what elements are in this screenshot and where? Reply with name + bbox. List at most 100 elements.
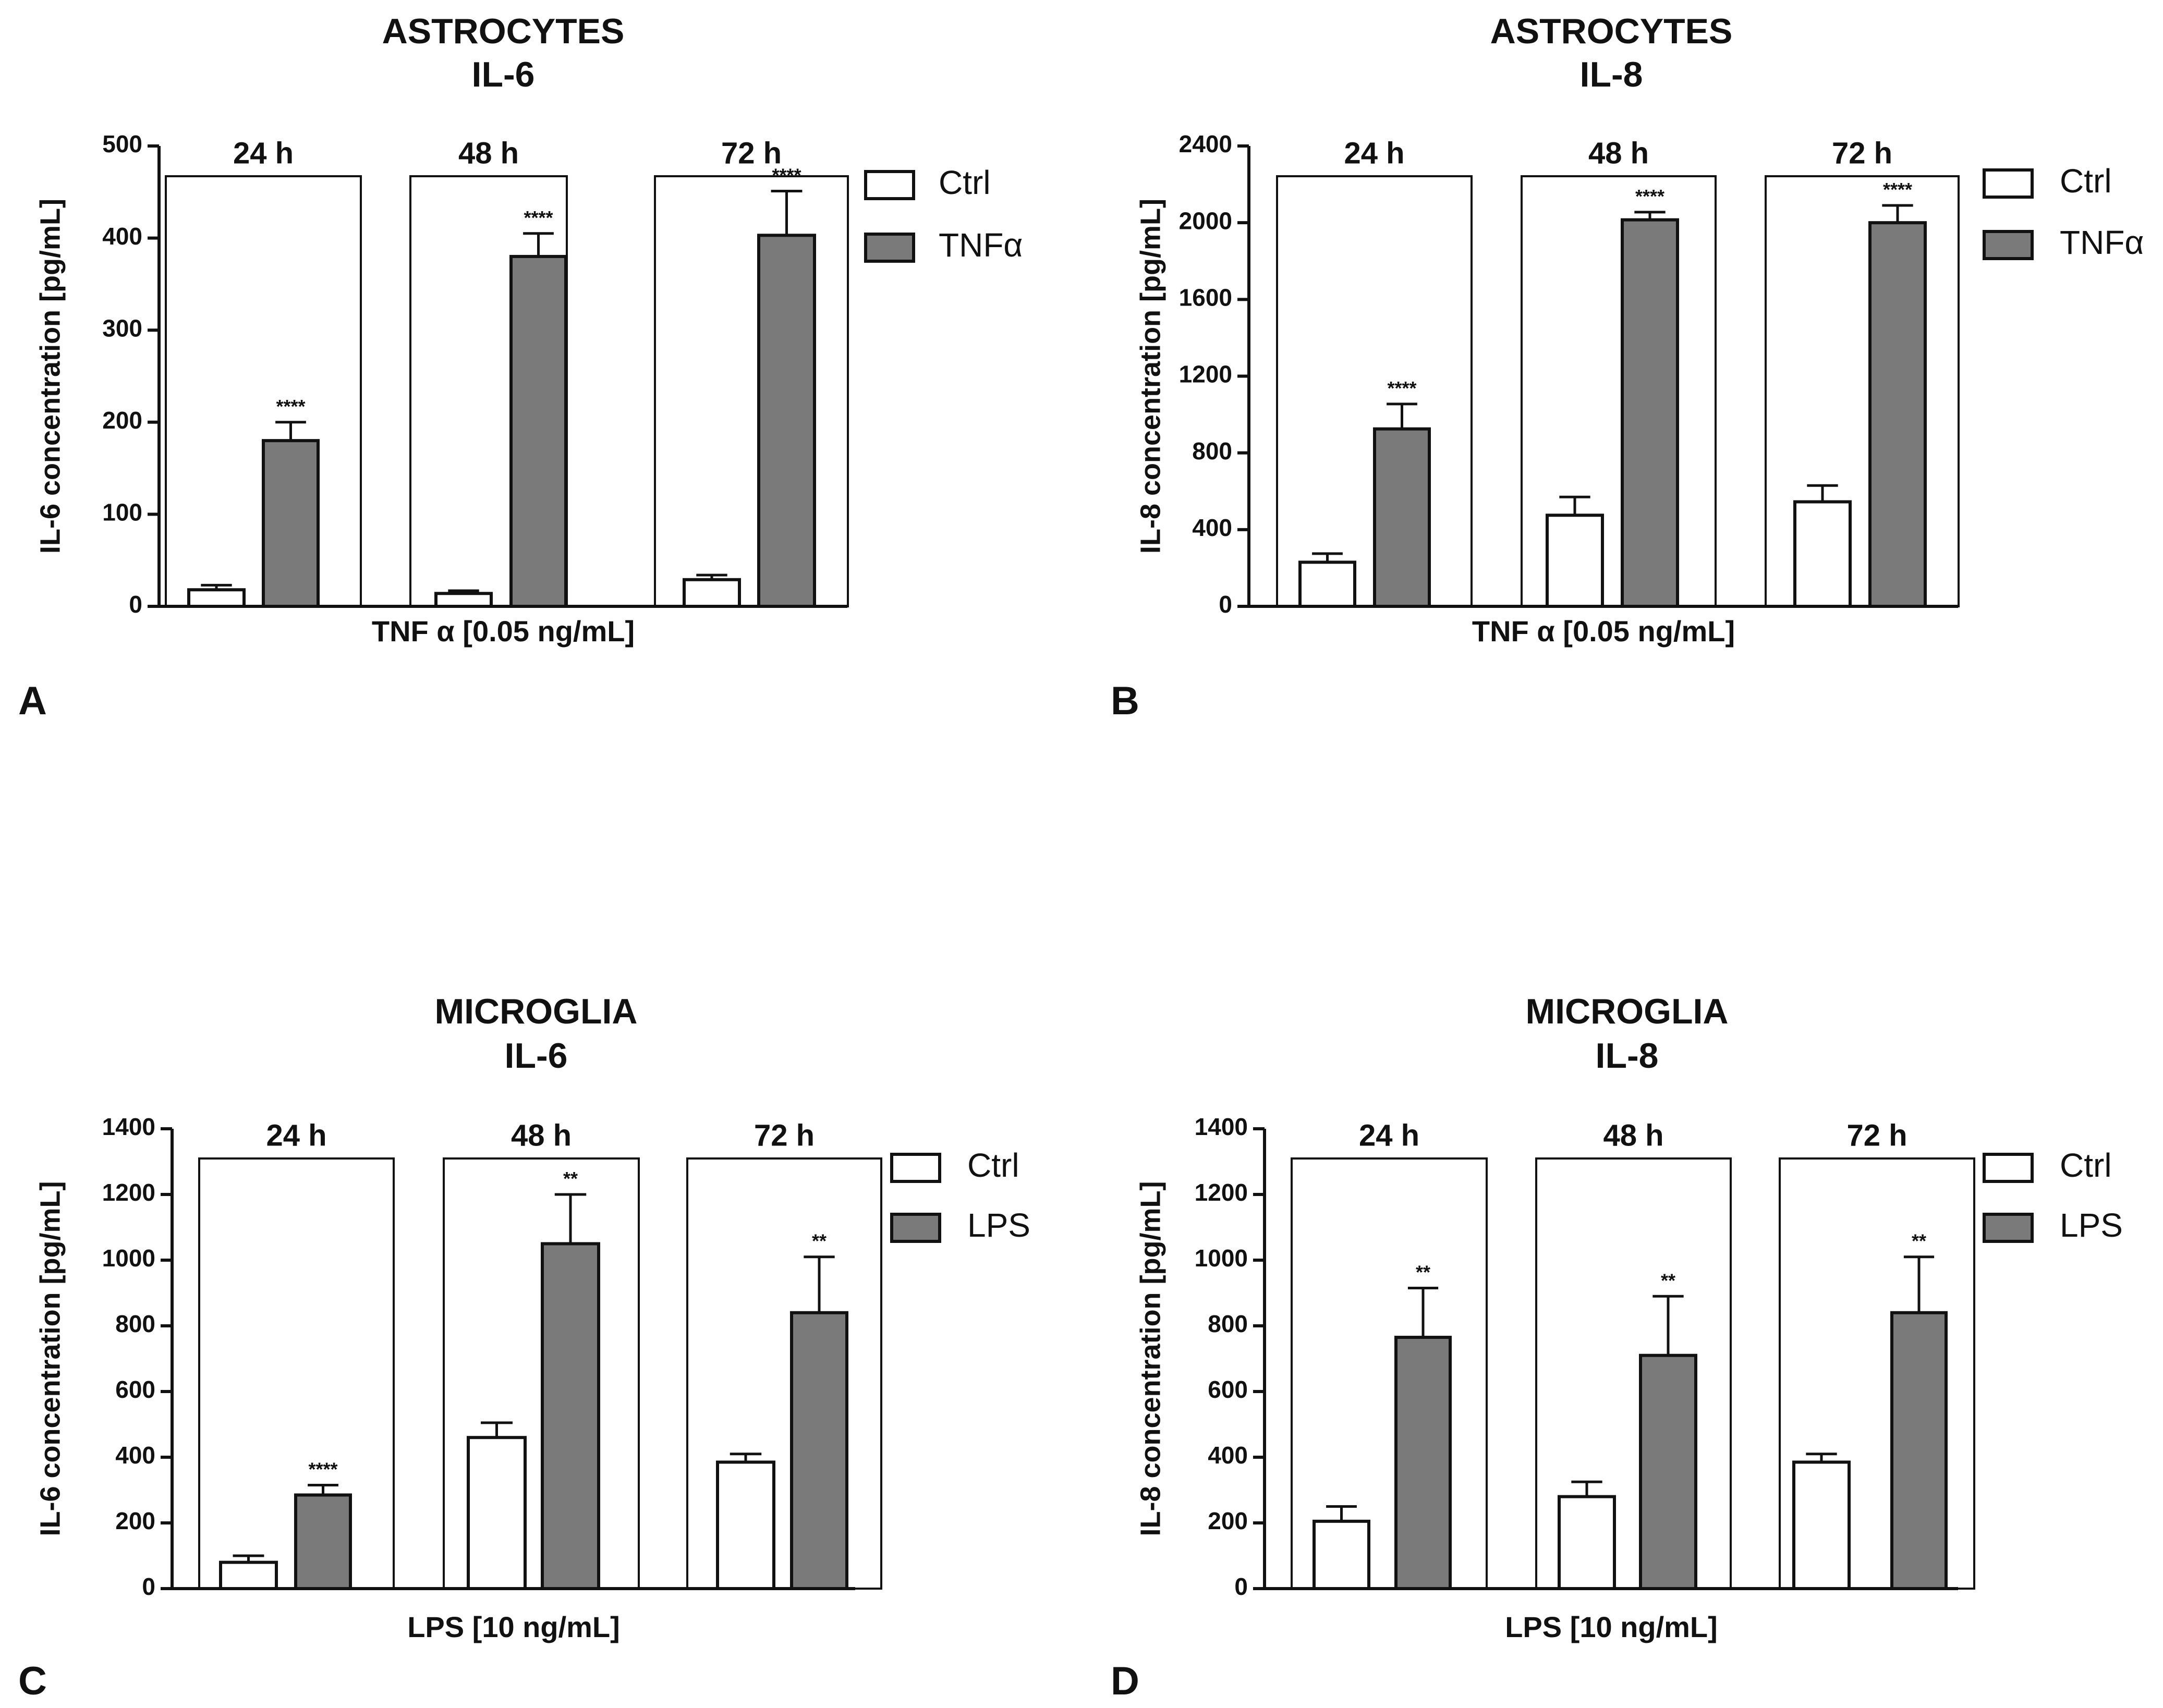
bar-ctrl: [1298, 560, 1356, 608]
significance-label: ****: [308, 1459, 337, 1480]
y-tick-label: 1200: [1195, 1179, 1248, 1206]
significance-label: ****: [1387, 377, 1416, 399]
y-tick-label: 0: [129, 591, 142, 618]
legend-swatch-ctrl: [1983, 1153, 2034, 1183]
chart-title: IL-6: [472, 55, 535, 94]
y-tick-label: 200: [102, 407, 142, 434]
chart-title: MICROGLIA: [434, 992, 637, 1031]
y-tick-label: 400: [1192, 514, 1232, 541]
y-tick-label: 800: [1208, 1310, 1248, 1337]
legend-swatch-treated: [864, 233, 915, 263]
significance-label: **: [1912, 1230, 1926, 1252]
bar-ctrl: [1558, 1495, 1616, 1591]
group-label: 48 h: [458, 136, 519, 170]
chart-title: IL-8: [1580, 55, 1643, 94]
y-tick-label: 1200: [1179, 361, 1232, 388]
x-axis-label: TNF α [0.05 ng/mL]: [372, 615, 635, 648]
y-tick-label: 1600: [1179, 284, 1232, 311]
significance-label: **: [1416, 1262, 1430, 1283]
panel-label: D: [1111, 1659, 1139, 1703]
group-label: 24 h: [1344, 136, 1404, 170]
y-tick-label: 400: [115, 1442, 155, 1469]
y-tick-label: 2400: [1179, 130, 1232, 157]
panel-label: A: [18, 679, 47, 723]
significance-label: **: [812, 1230, 827, 1252]
group-label: 72 h: [1832, 136, 1892, 170]
bar-ctrl: [683, 578, 741, 608]
bar-treated: [509, 254, 567, 608]
y-axis-label: IL-6 concentration [pg/mL]: [34, 1181, 66, 1536]
bar-treated: [1890, 1311, 1948, 1591]
y-tick-label: 0: [1234, 1573, 1248, 1600]
legend-swatch-ctrl: [1983, 168, 2034, 199]
bar-ctrl: [187, 588, 246, 608]
chart-title: ASTROCYTES: [1490, 11, 1733, 51]
bar-ctrl: [1792, 1460, 1851, 1590]
bar-ctrl: [1793, 500, 1852, 608]
y-tick-label: 200: [1208, 1507, 1248, 1534]
significance-label: ****: [1635, 186, 1664, 207]
y-tick-label: 300: [102, 314, 142, 341]
bar-treated: [1868, 221, 1927, 608]
panel-label: C: [18, 1659, 47, 1703]
legend-label: LPS: [2060, 1206, 2123, 1244]
legend-label: Ctrl: [2060, 1146, 2112, 1184]
legend-label: Ctrl: [2060, 162, 2112, 200]
y-tick-label: 1400: [1195, 1113, 1248, 1140]
y-tick-label: 600: [115, 1376, 155, 1403]
legend-swatch-ctrl: [890, 1153, 941, 1183]
bar-treated: [1639, 1353, 1697, 1590]
group-frame: [654, 175, 849, 607]
bar-ctrl: [219, 1560, 278, 1591]
y-tick-label: 1000: [102, 1245, 155, 1272]
legend-swatch-treated: [890, 1213, 941, 1243]
y-tick-label: 2000: [1179, 207, 1232, 234]
panel-label: B: [1111, 679, 1139, 723]
bar-treated: [541, 1242, 600, 1590]
bar-treated: [1373, 427, 1431, 608]
bar-ctrl: [467, 1436, 527, 1590]
y-axis-label: IL-6 concentration [pg/mL]: [34, 199, 66, 554]
y-tick-label: 500: [102, 130, 142, 157]
x-axis-label: LPS [10 ng/mL]: [1505, 1611, 1718, 1643]
bar-ctrl: [434, 592, 493, 608]
y-tick-label: 400: [1208, 1442, 1248, 1469]
y-tick-label: 0: [142, 1573, 155, 1600]
bar-ctrl: [1546, 514, 1604, 608]
significance-label: ****: [1883, 179, 1912, 200]
significance-label: **: [1661, 1270, 1675, 1291]
y-axis-label: IL-8 concentration [pg/mL]: [1135, 1181, 1166, 1536]
chart-panel-d: MICROGLIA IL-8 24 h 48 h 72 h 0 200 400 600 800 10…: [1111, 992, 2123, 1703]
significance-label: ****: [772, 165, 801, 186]
chart-title: IL-6: [505, 1036, 568, 1076]
chart-title: IL-8: [1596, 1036, 1659, 1076]
bar-ctrl: [716, 1460, 775, 1590]
legend-label: LPS: [967, 1206, 1030, 1244]
group-label: 72 h: [754, 1118, 815, 1152]
bar-treated: [294, 1493, 352, 1590]
x-axis-label: LPS [10 ng/mL]: [407, 1611, 620, 1643]
y-axis-label: IL-8 concentration [pg/mL]: [1135, 199, 1166, 554]
significance-label: ****: [524, 207, 553, 228]
chart-panel-a: ASTROCYTES IL-6 24 h 48 h 72 h 0 100 200 300 400 5…: [18, 11, 1023, 723]
bar-treated: [757, 234, 816, 608]
bar-treated: [262, 439, 320, 608]
significance-label: ****: [276, 396, 305, 417]
group-label: 72 h: [721, 136, 782, 170]
legend-swatch-ctrl: [864, 170, 915, 200]
group-label: 24 h: [266, 1118, 326, 1152]
chart-title: MICROGLIA: [1525, 992, 1728, 1031]
group-label: 24 h: [1359, 1118, 1419, 1152]
y-tick-label: 1200: [102, 1179, 155, 1206]
chart-panel-b: ASTROCYTES IL-8 24 h 48 h 72 h 0 400 800 1200 160…: [1111, 11, 2144, 723]
y-tick-label: 600: [1208, 1376, 1248, 1403]
group-label: 72 h: [1846, 1118, 1907, 1152]
legend-swatch-treated: [1983, 1213, 2034, 1243]
y-tick-label: 400: [102, 223, 142, 250]
chart-panel-c: MICROGLIA IL-6 24 h 48 h 72 h 0 200 400 600 800 10…: [18, 992, 1030, 1703]
bar-ctrl: [1313, 1519, 1370, 1591]
y-tick-label: 100: [102, 499, 142, 526]
bar-treated: [1394, 1336, 1452, 1591]
y-tick-label: 800: [1192, 437, 1232, 465]
